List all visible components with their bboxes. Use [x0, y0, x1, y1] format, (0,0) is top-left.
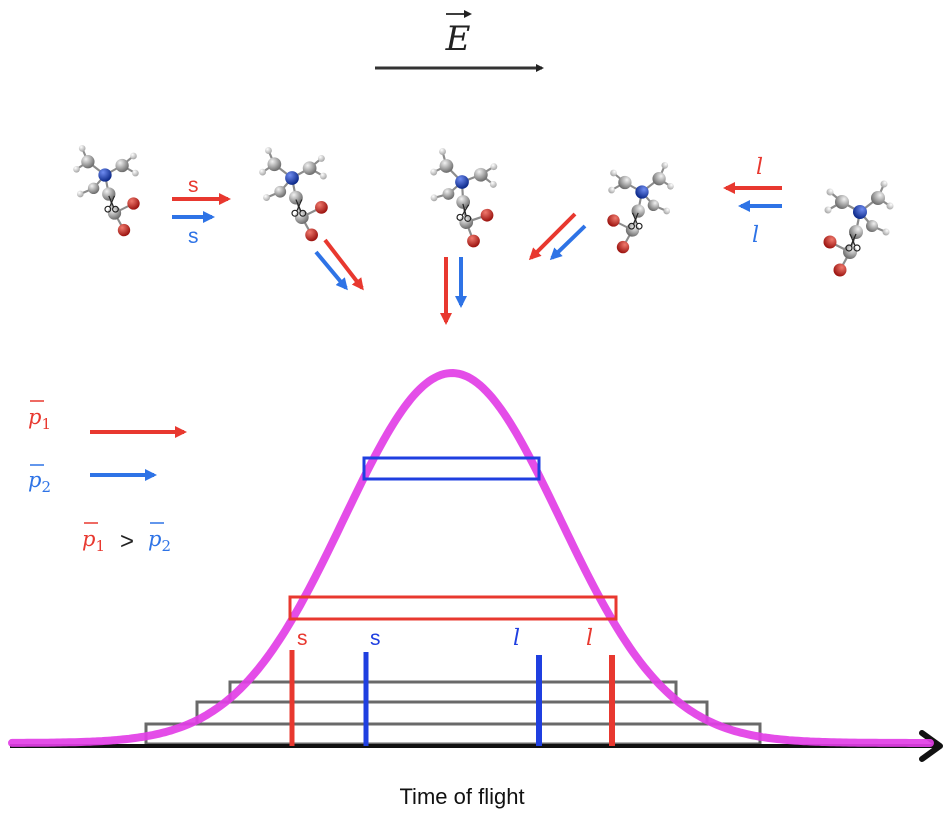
legend-relation: p1 > p2 [82, 522, 171, 555]
tof-axis: Time of flight [10, 730, 943, 809]
svg-text:>: > [120, 528, 134, 555]
tof-distribution-curve [8, 368, 934, 747]
blue-window [362, 456, 541, 481]
l-label-red-top: l [756, 155, 763, 180]
marker-label-l-blue: l [513, 626, 520, 651]
axis-arrow-icon [919, 730, 943, 762]
arrow-down-icon [549, 224, 587, 261]
axis-label: Time of flight [399, 784, 524, 809]
svg-text:p2: p2 [28, 468, 51, 496]
molecule-1 [73, 145, 140, 236]
electric-field: E [375, 10, 544, 72]
marker-label-l-red: l [586, 626, 593, 651]
legend-p1: p1 [28, 400, 187, 438]
momentum-legend: p1 p2 p1 > p2 [28, 400, 187, 555]
tof-markers: s s l l [289, 626, 615, 746]
svg-text:p1: p1 [82, 527, 105, 555]
red-window [288, 595, 618, 621]
legend-p2: p2 [28, 464, 157, 496]
molecule-5 [824, 181, 894, 277]
arrow-down-icon [323, 238, 364, 291]
black-window-2 [195, 700, 709, 726]
molecules [73, 145, 893, 276]
molecule-arrows: s s l l [172, 155, 782, 325]
svg-text:p1: p1 [28, 405, 51, 433]
molecule-3 [421, 147, 502, 250]
molecule-2 [259, 147, 328, 241]
marker-label-s-red: s [297, 627, 308, 650]
molecule-4 [607, 162, 674, 253]
black-window-3 [144, 722, 762, 746]
s-label-blue-top: s [188, 225, 199, 248]
svg-text:p2: p2 [148, 527, 171, 555]
l-label-blue-top: l [752, 223, 759, 248]
arrow-down-icon [314, 250, 348, 291]
field-symbol: E [445, 19, 471, 59]
arrow-down-icon [528, 212, 577, 261]
s-label-red-top: s [188, 174, 199, 197]
marker-label-s-blue: s [370, 627, 381, 650]
